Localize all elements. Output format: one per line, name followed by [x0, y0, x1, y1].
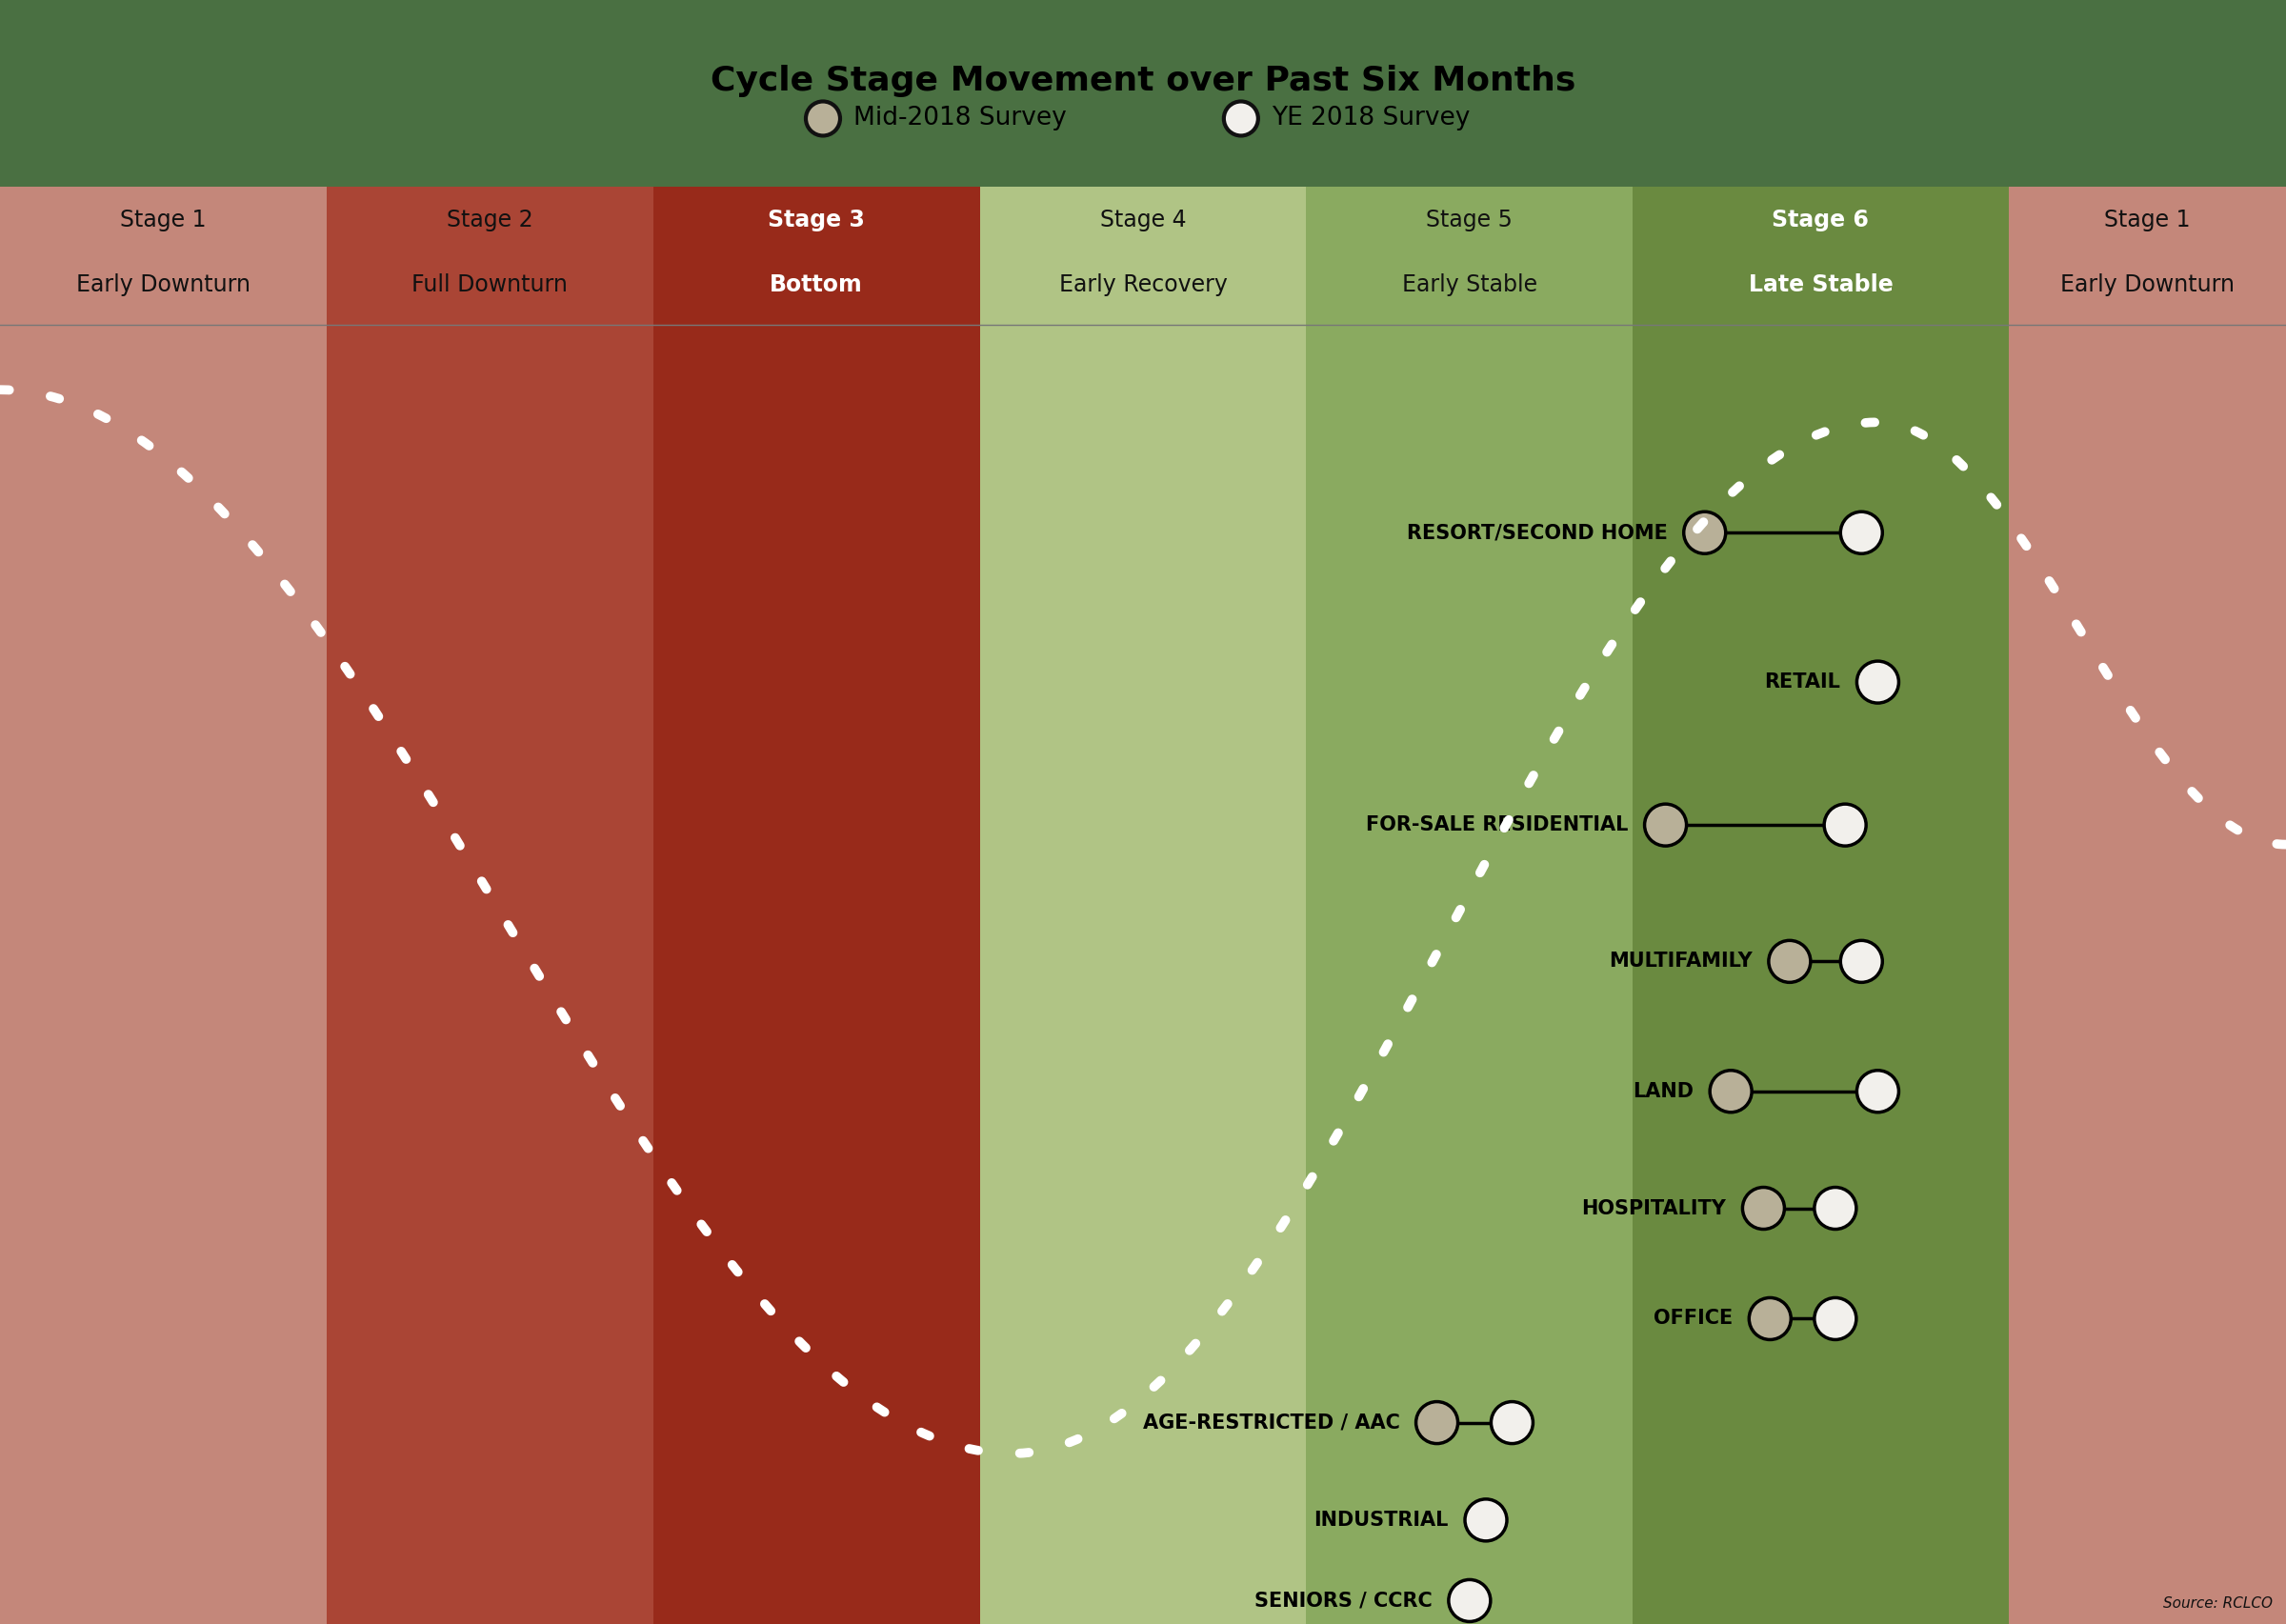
- Bar: [2009, 187, 2286, 1624]
- Text: Source: RCLCO: Source: RCLCO: [2163, 1596, 2272, 1611]
- Text: Bottom: Bottom: [770, 273, 864, 297]
- Ellipse shape: [1856, 661, 1900, 703]
- Text: Stage 5: Stage 5: [1426, 208, 1513, 232]
- Ellipse shape: [1840, 940, 1881, 983]
- Text: Full Downturn: Full Downturn: [411, 273, 567, 297]
- Text: Early Stable: Early Stable: [1401, 273, 1536, 297]
- Text: RETAIL: RETAIL: [1765, 672, 1840, 692]
- Text: HOSPITALITY: HOSPITALITY: [1582, 1199, 1726, 1218]
- Text: Early Downturn: Early Downturn: [75, 273, 251, 297]
- Text: Stage 1: Stage 1: [2103, 208, 2190, 232]
- Bar: [981, 187, 1305, 1624]
- Ellipse shape: [1710, 1070, 1751, 1112]
- Ellipse shape: [1749, 1298, 1790, 1340]
- Text: Early Downturn: Early Downturn: [2060, 273, 2233, 297]
- Ellipse shape: [1449, 1580, 1490, 1622]
- Text: AGE-RESTRICTED / AAC: AGE-RESTRICTED / AAC: [1143, 1413, 1399, 1432]
- Ellipse shape: [1815, 1298, 1856, 1340]
- Text: Stage 3: Stage 3: [768, 208, 864, 232]
- Text: Stage 6: Stage 6: [1772, 208, 1870, 232]
- Ellipse shape: [1769, 940, 1811, 983]
- Text: RESORT/SECOND HOME: RESORT/SECOND HOME: [1406, 523, 1666, 542]
- Ellipse shape: [807, 101, 841, 136]
- Ellipse shape: [1856, 1070, 1900, 1112]
- Ellipse shape: [1824, 804, 1865, 846]
- Text: OFFICE: OFFICE: [1653, 1309, 1733, 1328]
- Text: SENIORS / CCRC: SENIORS / CCRC: [1255, 1592, 1433, 1609]
- Text: INDUSTRIAL: INDUSTRIAL: [1314, 1510, 1449, 1530]
- Bar: [327, 187, 654, 1624]
- Ellipse shape: [1223, 101, 1257, 136]
- Text: Early Recovery: Early Recovery: [1058, 273, 1228, 297]
- Text: YE 2018 Survey: YE 2018 Survey: [1271, 106, 1470, 132]
- Bar: [1632, 187, 2009, 1624]
- Text: MULTIFAMILY: MULTIFAMILY: [1609, 952, 1753, 971]
- Text: FOR-SALE RESIDENTIAL: FOR-SALE RESIDENTIAL: [1367, 815, 1628, 835]
- Ellipse shape: [1465, 1499, 1506, 1541]
- Text: Mid-2018 Survey: Mid-2018 Survey: [853, 106, 1065, 132]
- Text: Stage 2: Stage 2: [446, 208, 533, 232]
- Text: LAND: LAND: [1632, 1082, 1694, 1101]
- Bar: [0, 187, 327, 1624]
- Text: Cycle Stage Movement over Past Six Months: Cycle Stage Movement over Past Six Month…: [711, 65, 1575, 97]
- Ellipse shape: [1685, 512, 1726, 554]
- Ellipse shape: [1644, 804, 1687, 846]
- Text: Stage 4: Stage 4: [1100, 208, 1186, 232]
- Ellipse shape: [1742, 1187, 1785, 1229]
- Bar: [1305, 187, 1632, 1624]
- Bar: [654, 187, 981, 1624]
- Text: Late Stable: Late Stable: [1749, 273, 1893, 297]
- Ellipse shape: [1840, 512, 1881, 554]
- Text: Stage 1: Stage 1: [121, 208, 206, 232]
- Ellipse shape: [1490, 1402, 1534, 1444]
- Ellipse shape: [1815, 1187, 1856, 1229]
- Bar: [0, 0, 2286, 187]
- Ellipse shape: [1415, 1402, 1458, 1444]
